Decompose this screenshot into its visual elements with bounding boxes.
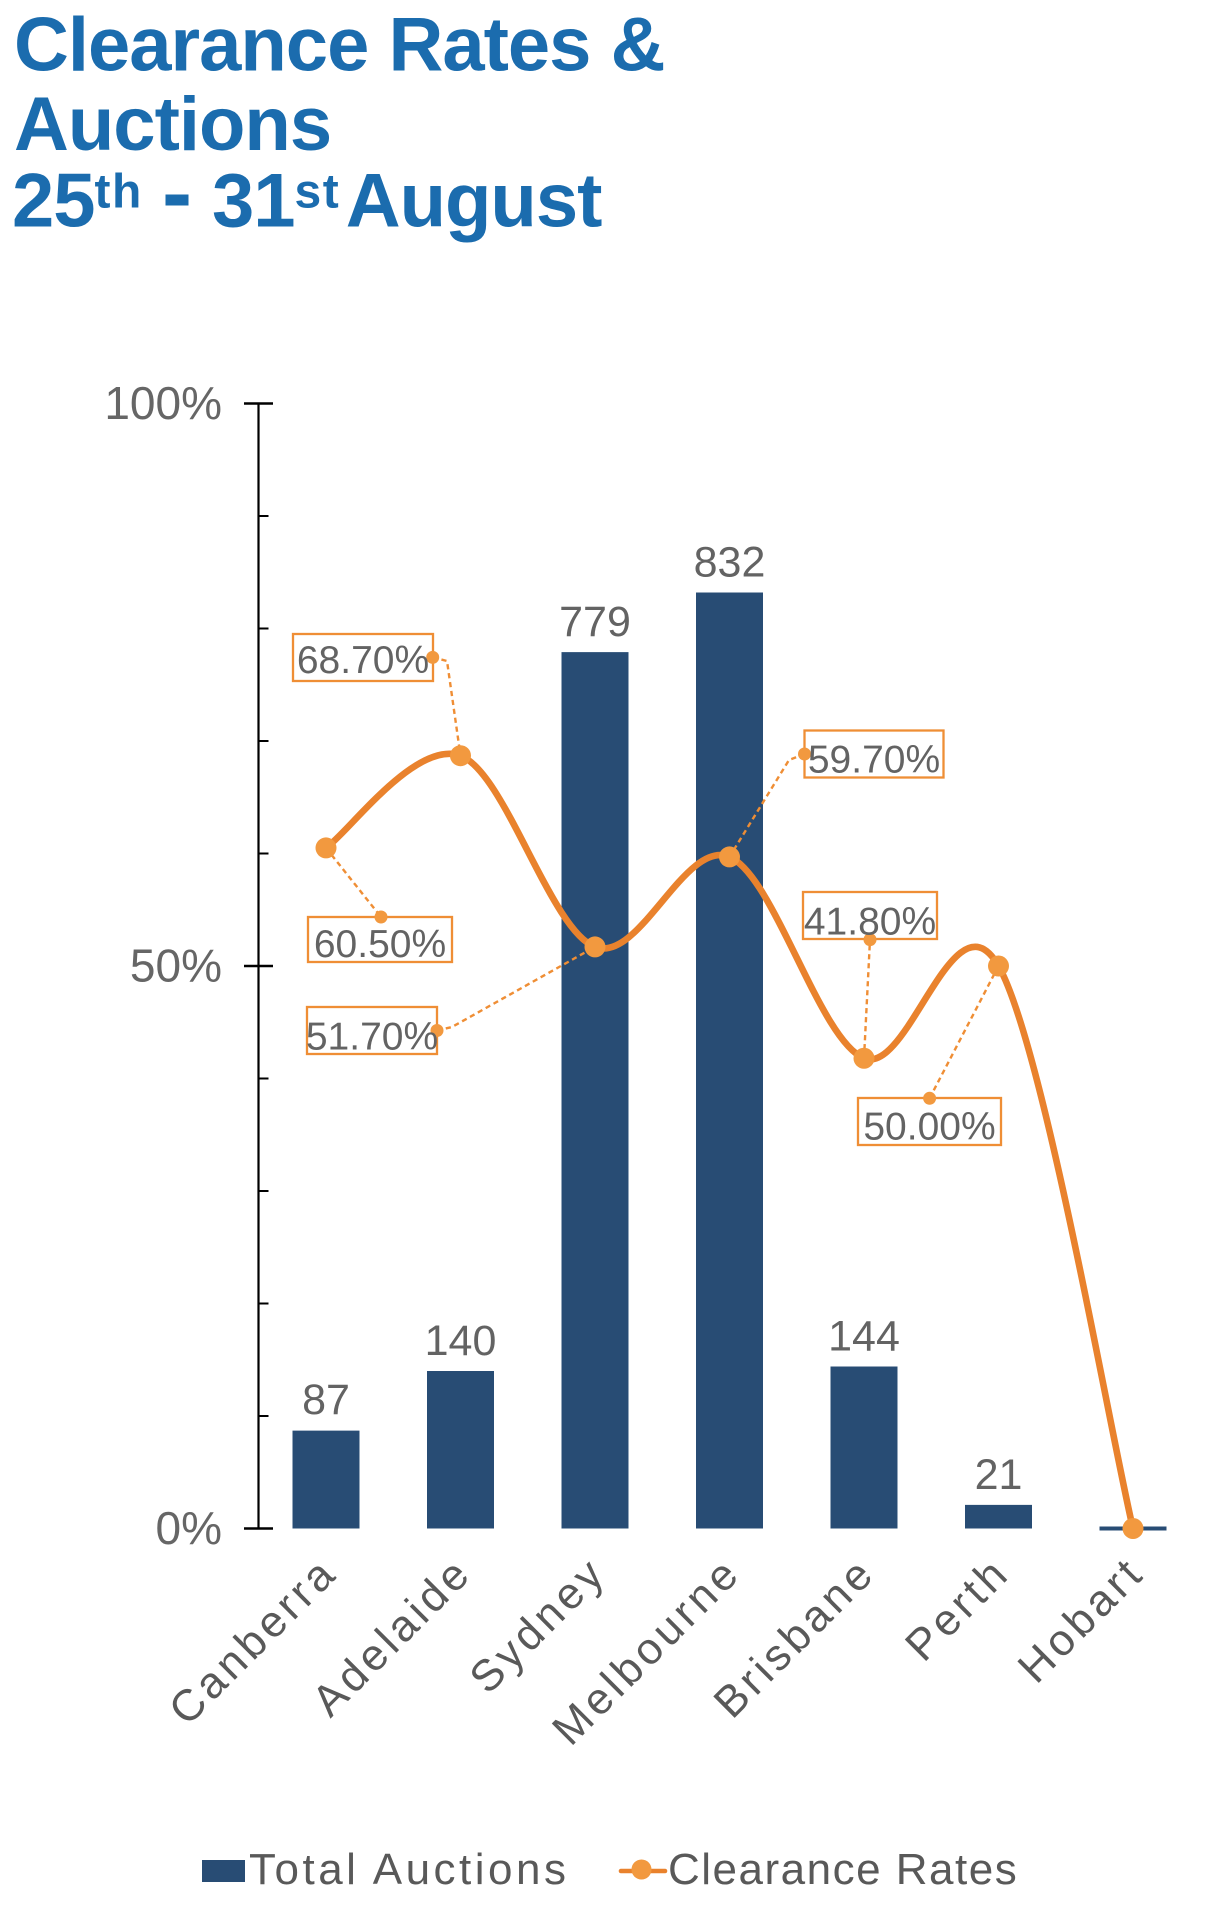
- svg-text:100%: 100%: [104, 377, 222, 429]
- svg-text:0%: 0%: [156, 1502, 222, 1554]
- svg-text:779: 779: [559, 598, 631, 646]
- svg-text:50%: 50%: [130, 940, 222, 992]
- svg-text:50.00%: 50.00%: [863, 1106, 995, 1149]
- svg-text:87: 87: [302, 1376, 350, 1424]
- svg-text:832: 832: [694, 539, 766, 587]
- svg-text:41.80%: 41.80%: [804, 901, 936, 944]
- svg-text:140: 140: [425, 1317, 497, 1365]
- svg-text:68.70%: 68.70%: [297, 639, 429, 682]
- svg-text:Auctions: Auctions: [14, 82, 331, 167]
- svg-text:Total Auctions: Total Auctions: [249, 1845, 570, 1894]
- svg-text:21: 21: [975, 1451, 1023, 1499]
- svg-text:59.70%: 59.70%: [808, 739, 940, 782]
- svg-text:60.50%: 60.50%: [314, 923, 446, 966]
- svg-text:August: August: [346, 159, 602, 244]
- svg-text:51.70%: 51.70%: [306, 1016, 438, 1059]
- svg-text:144: 144: [828, 1313, 900, 1361]
- svg-text:Clearance Rates &: Clearance Rates &: [14, 3, 664, 88]
- svg-text:Clearance Rates: Clearance Rates: [668, 1845, 1018, 1894]
